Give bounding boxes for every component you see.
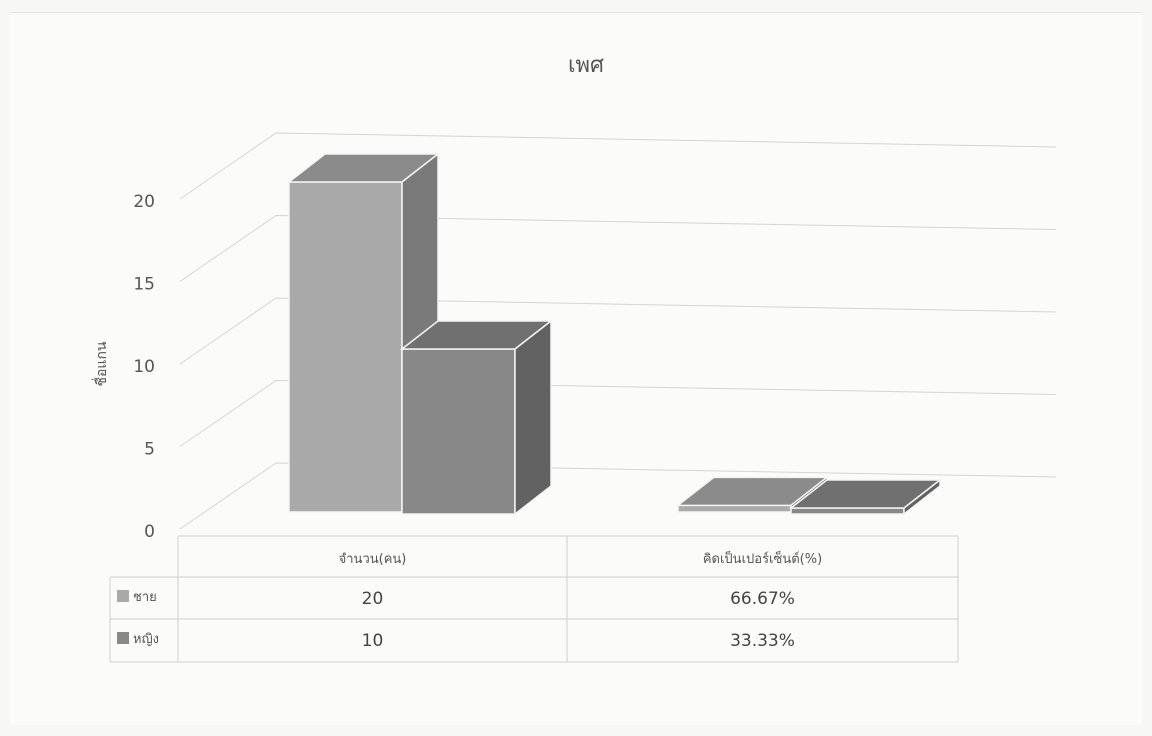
- bars: [286, 152, 943, 516]
- gridline: [179, 462, 1057, 530]
- gridline: [179, 297, 1057, 365]
- category-label: จำนวน(คน): [339, 552, 407, 567]
- bar-side: [514, 319, 552, 516]
- data-table: จำนวน(คน) คิดเป็นเปอร์เซ็นต์(%) ชาย 20 66.67…: [109, 535, 959, 663]
- chart-frame: [10, 12, 1142, 725]
- y-axis-title: ชื่อแกน: [92, 341, 110, 386]
- chart-title: เพศ: [568, 53, 604, 78]
- y-axis-ticks: 0 5 10 15 20: [133, 192, 155, 542]
- gridlines: [179, 132, 1057, 530]
- data-label: 33.33%: [730, 631, 795, 651]
- bar: [399, 319, 554, 516]
- bar-side: [903, 478, 941, 516]
- data-label: 20: [362, 589, 384, 609]
- legend-label: ชาย: [133, 590, 157, 605]
- y-tick-label: 10: [133, 357, 155, 377]
- data-label: 66.67%: [730, 589, 795, 609]
- bar-front: [401, 348, 516, 515]
- legend-label: หญิง: [133, 632, 159, 647]
- y-tick-label: 5: [144, 440, 155, 460]
- category-label: คิดเป็นเปอร์เซ็นต์(%): [703, 549, 822, 567]
- y-tick-label: 20: [133, 192, 155, 212]
- y-tick-label: 15: [133, 275, 155, 295]
- gridline: [179, 379, 1057, 447]
- data-label: 10: [362, 631, 384, 651]
- legend-swatch: [117, 632, 129, 644]
- bar-front: [790, 507, 905, 515]
- bar-front: [677, 504, 792, 513]
- bar-front: [288, 181, 403, 513]
- y-tick-label: 0: [144, 522, 155, 542]
- gridline: [179, 132, 1057, 200]
- bar: [788, 478, 943, 516]
- gridline: [179, 214, 1057, 282]
- legend-swatch: [117, 590, 129, 602]
